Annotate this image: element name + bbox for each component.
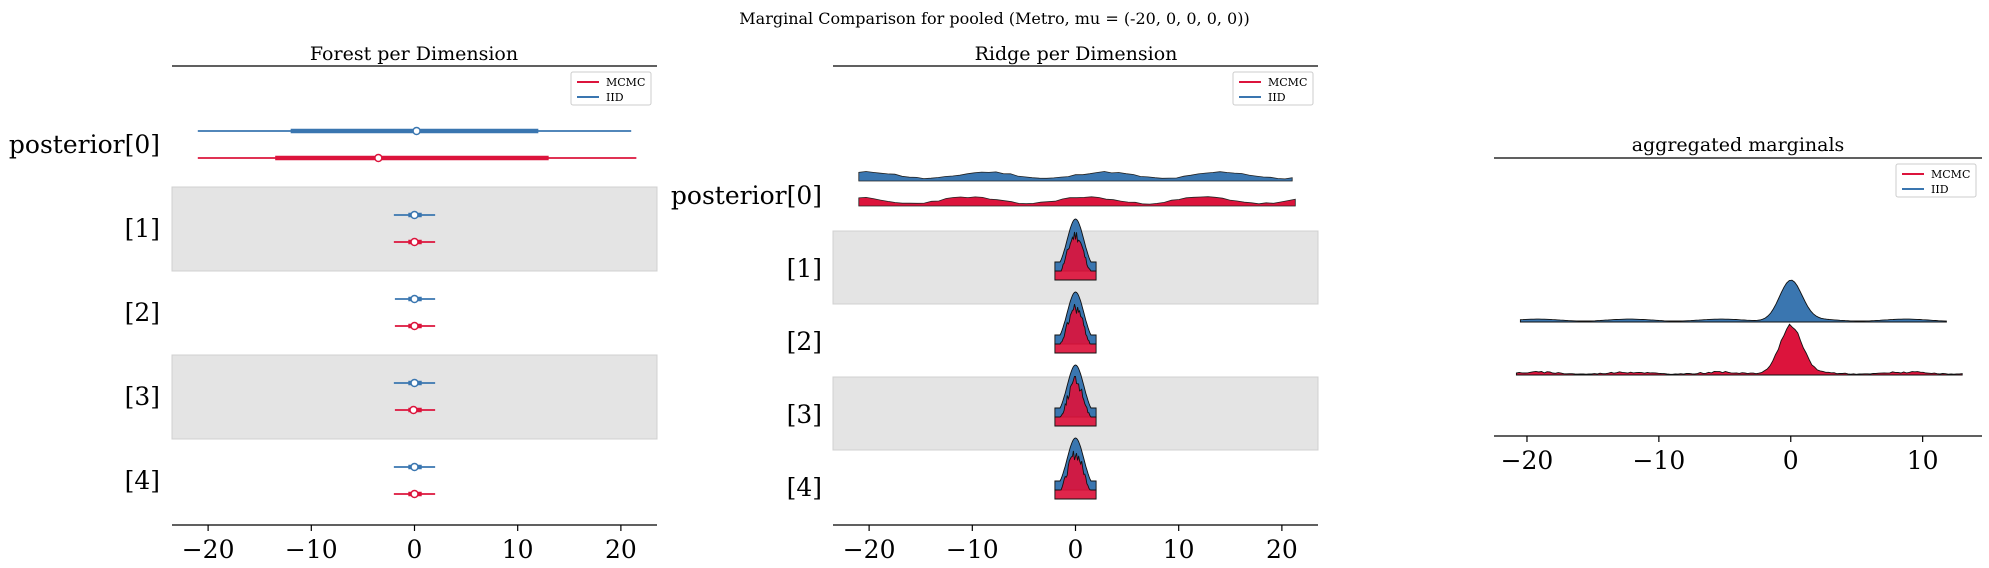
figure-suptitle: Marginal Comparison for pooled (Metro, m…: [739, 9, 1249, 28]
aggregated-x-tick-label: −20: [1501, 446, 1554, 475]
aggregated-legend-label-iid: IID: [1931, 183, 1949, 196]
ridge-density-mcmc: [1054, 303, 1097, 354]
ridge-panel: Ridge per Dimension −20 −10 0 10 20 posterior…: [671, 43, 1319, 564]
forest-row-label: [2]: [125, 298, 160, 327]
forest-row-label: [4]: [125, 466, 160, 495]
ridge-density-mcmc: [858, 196, 1296, 207]
forest-mean-point-iid: [410, 462, 419, 472]
forest-row-band: [171, 186, 658, 272]
forest-mean-point-mcmc: [410, 237, 419, 247]
forest-mean-point-iid: [410, 210, 419, 220]
forest-x-tick-label: 0: [407, 535, 423, 564]
forest-mean-point-iid: [410, 378, 419, 388]
aggregated-x-tick-label: 0: [1783, 446, 1799, 475]
ridge-x-tick-label: 10: [1163, 535, 1195, 564]
forest-x-tick-label: 20: [605, 535, 637, 564]
ridge-x-tick-label: −20: [843, 535, 896, 564]
ridge-density-mcmc: [1054, 450, 1097, 500]
forest-mean-point-iid: [410, 294, 419, 304]
forest-x-tick-label: −20: [182, 535, 235, 564]
forest-panel: Forest per Dimension −20 −10 0 10 20 posterio…: [9, 43, 658, 564]
forest-mean-point-mcmc: [410, 321, 419, 331]
forest-row-band: [171, 354, 658, 440]
ridge-density-iid: [858, 171, 1293, 182]
aggregated-x-tick-label: 10: [1907, 446, 1939, 475]
aggregated-panel-title: aggregated marginals: [1632, 134, 1845, 156]
forest-row-label: [1]: [125, 214, 160, 243]
forest-mean-point-mcmc: [409, 405, 418, 415]
forest-legend-label-mcmc: MCMC: [606, 76, 645, 89]
ridge-x-tick-label: −10: [946, 535, 999, 564]
forest-legend-label-iid: IID: [606, 91, 624, 104]
ridge-row-label: [3]: [787, 400, 822, 429]
ridge-x-tick-label: 0: [1068, 535, 1084, 564]
ridge-density-mcmc: [1054, 375, 1097, 427]
forest-row-label: posterior[0]: [9, 130, 160, 159]
forest-x-tick-label: 10: [502, 535, 534, 564]
aggregated-density-iid: [1519, 279, 1947, 323]
ridge-legend-label-mcmc: MCMC: [1268, 76, 1307, 89]
ridge-x-tick-label: 20: [1266, 535, 1298, 564]
forest-row-label: [3]: [125, 382, 160, 411]
ridge-density-mcmc: [1054, 231, 1097, 281]
ridge-row-label: [1]: [787, 254, 822, 283]
forest-mean-point-mcmc: [410, 489, 419, 499]
forest-x-tick-label: −10: [285, 535, 338, 564]
forest-mean-point-iid: [412, 126, 421, 136]
ridge-panel-title: Ridge per Dimension: [975, 43, 1178, 65]
ridge-legend-label-iid: IID: [1268, 91, 1286, 104]
ridge-row-label: [4]: [787, 473, 822, 502]
forest-mean-point-mcmc: [374, 153, 383, 163]
aggregated-panel: aggregated marginals −20 −10 0 10 MCMC IID: [1494, 134, 1982, 475]
forest-panel-title: Forest per Dimension: [310, 43, 518, 65]
aggregated-legend-label-mcmc: MCMC: [1931, 168, 1970, 181]
aggregated-x-tick-label: −10: [1632, 446, 1685, 475]
ridge-row-label: [2]: [787, 327, 822, 356]
aggregated-density-mcmc: [1515, 323, 1963, 376]
ridge-row-label: posterior[0]: [671, 181, 822, 210]
